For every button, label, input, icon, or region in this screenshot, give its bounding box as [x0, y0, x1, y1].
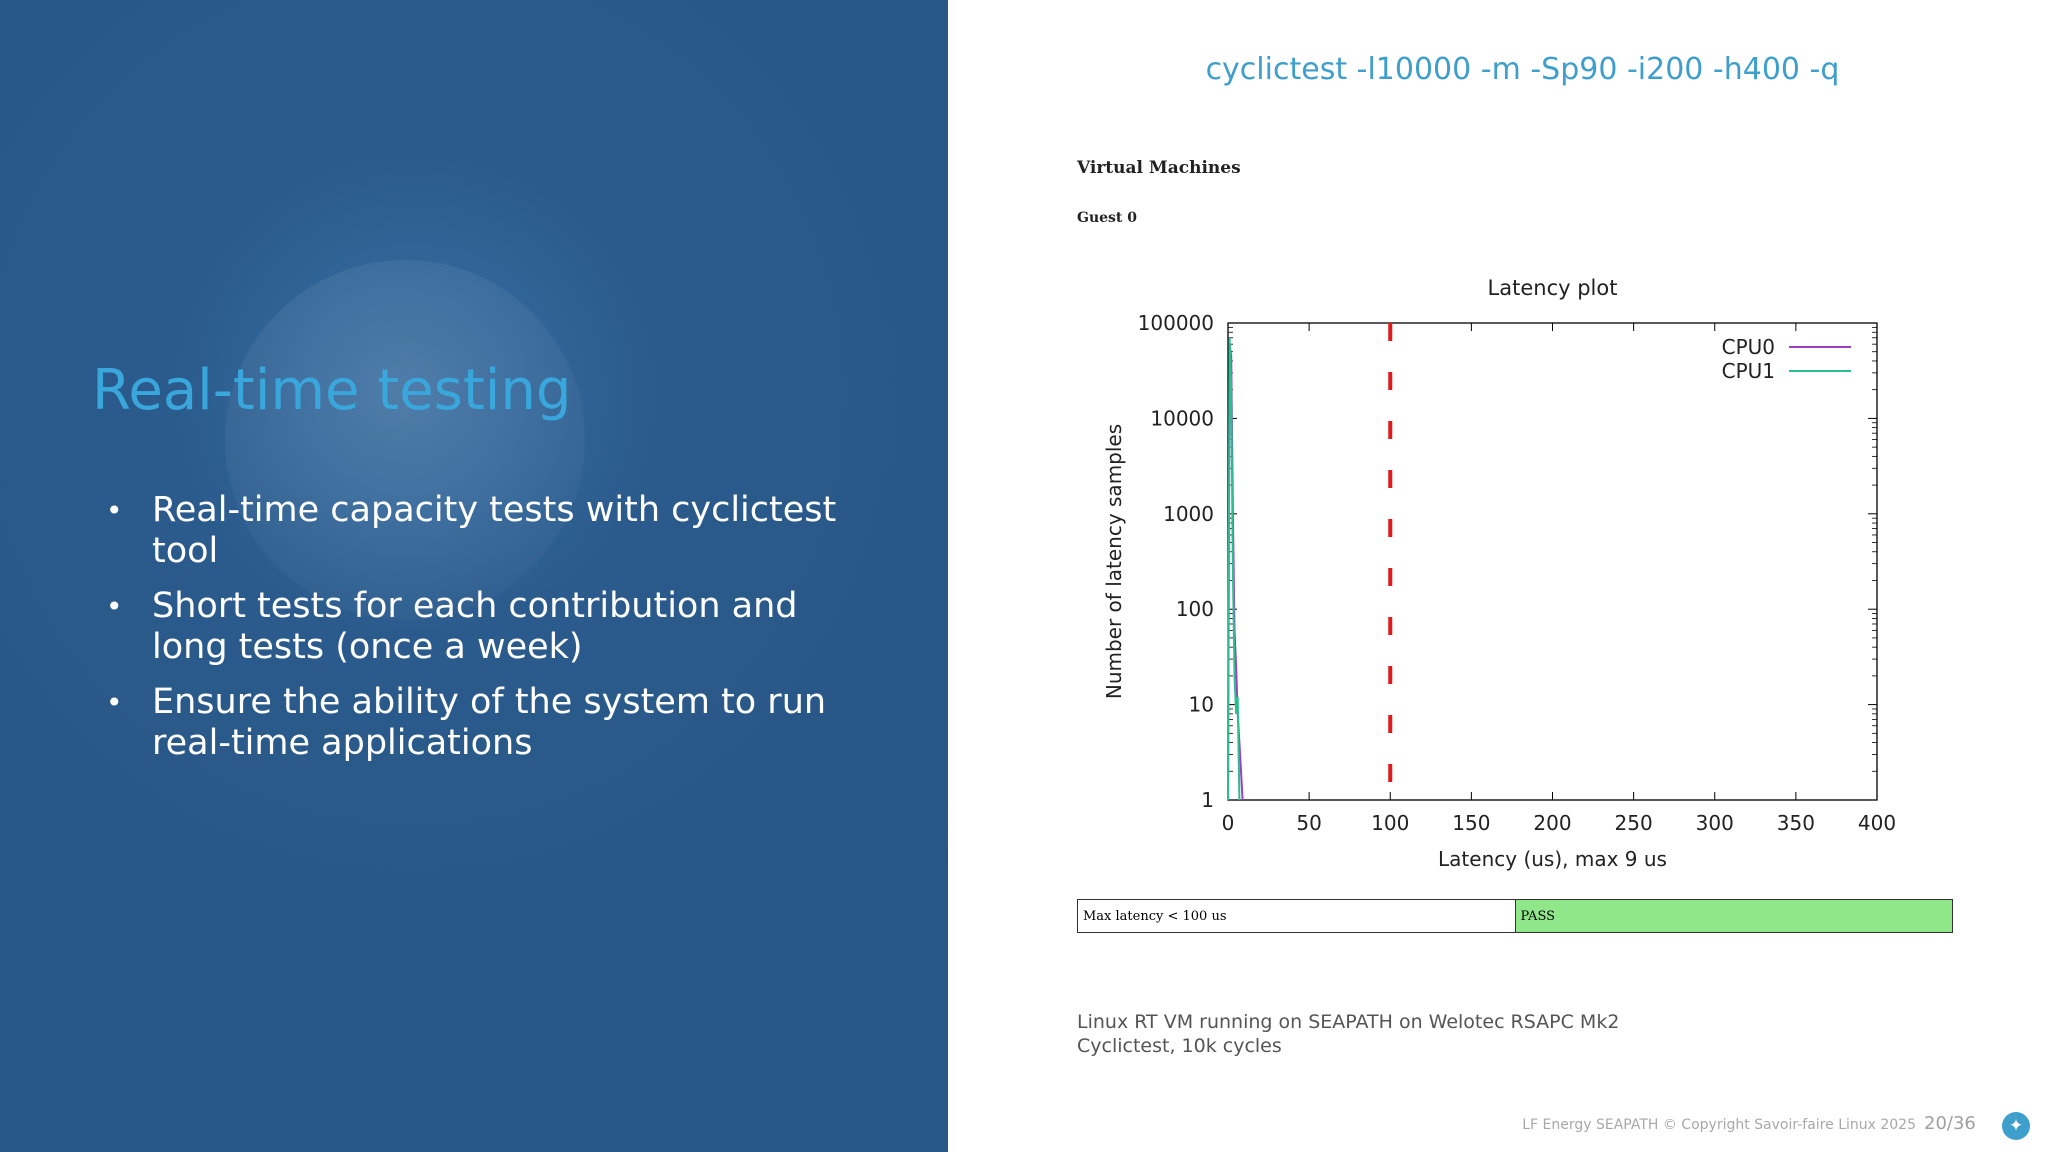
x-tick-label: 100 — [1371, 811, 1409, 835]
x-axis-label: Latency (us), max 9 us — [1438, 847, 1667, 871]
x-tick-label: 350 — [1777, 811, 1815, 835]
x-tick-label: 300 — [1696, 811, 1734, 835]
x-tick-label: 200 — [1533, 811, 1571, 835]
check-result-badge: PASS — [1514, 900, 1952, 932]
legend-label: CPU0 — [1722, 335, 1775, 359]
y-tick-label: 100 — [1176, 597, 1214, 621]
section-title: Virtual Machines — [1077, 158, 1241, 178]
caption-line-1: Linux RT VM running on SEAPATH on Welote… — [1077, 1011, 1620, 1033]
bullet-dot-icon: • — [106, 590, 123, 623]
check-label: Max latency < 100 us — [1083, 908, 1227, 924]
bullet-list: • Real-time capacity tests with cyclictes… — [106, 490, 866, 778]
bullet-text: Ensure the ability of the system to run … — [152, 682, 827, 763]
x-tick-label: 50 — [1296, 811, 1321, 835]
bullet-text: Short tests for each contribution and lo… — [152, 586, 798, 667]
command-title: cyclictest -l10000 -m -Sp90 -i200 -h400 … — [1205, 52, 1840, 87]
background-orb — [225, 260, 585, 620]
y-tick-label: 10 — [1189, 693, 1214, 717]
guest-label: Guest 0 — [1077, 210, 1138, 226]
bullet-dot-icon: • — [106, 686, 123, 719]
x-tick-label: 0 — [1222, 811, 1235, 835]
y-axis-label: Number of latency samples — [1102, 424, 1126, 699]
x-tick-label: 150 — [1452, 811, 1490, 835]
legend-label: CPU1 — [1722, 359, 1775, 383]
bullet-dot-icon: • — [106, 494, 123, 527]
left-panel: Real-time testing • Real-time capacity te… — [0, 0, 948, 1152]
bullet-text: Real-time capacity tests with cyclictest… — [152, 490, 837, 571]
bullet-item: • Short tests for each contribution and l… — [106, 586, 866, 668]
slide-title: Real-time testing — [92, 358, 572, 423]
right-panel — [948, 0, 2048, 1152]
latency-plot: Latency plot 0 50 100 150 200 250 300 350 400 1 10 1… — [1102, 276, 1896, 871]
caption: Linux RT VM running on SEAPATH on Welote… — [1077, 1010, 1619, 1058]
x-tick-label: 250 — [1615, 811, 1653, 835]
y-tick-label: 100000 — [1138, 311, 1214, 335]
series-line-cpu1 — [1227, 337, 1241, 801]
caption-line-2: Cyclictest, 10k cycles — [1077, 1035, 1282, 1057]
chart-title: Latency plot — [1488, 276, 1618, 300]
page-number: 20/36 — [1924, 1113, 1976, 1134]
y-tick-label: 10000 — [1150, 406, 1214, 430]
x-tick-label: 400 — [1858, 811, 1896, 835]
plot-frame — [1227, 322, 1878, 801]
footer-text: LF Energy SEAPATH © Copyright Savoir-fai… — [1522, 1117, 1916, 1133]
y-tick-label: 1 — [1201, 788, 1214, 812]
bullet-item: • Ensure the ability of the system to run… — [106, 682, 866, 764]
bullet-item: • Real-time capacity tests with cyclictes… — [106, 490, 866, 572]
seapath-logo-icon: ✦ — [2002, 1112, 2030, 1140]
latency-check-box: Max latency < 100 us PASS — [1077, 899, 1953, 933]
y-tick-label: 1000 — [1163, 502, 1214, 526]
